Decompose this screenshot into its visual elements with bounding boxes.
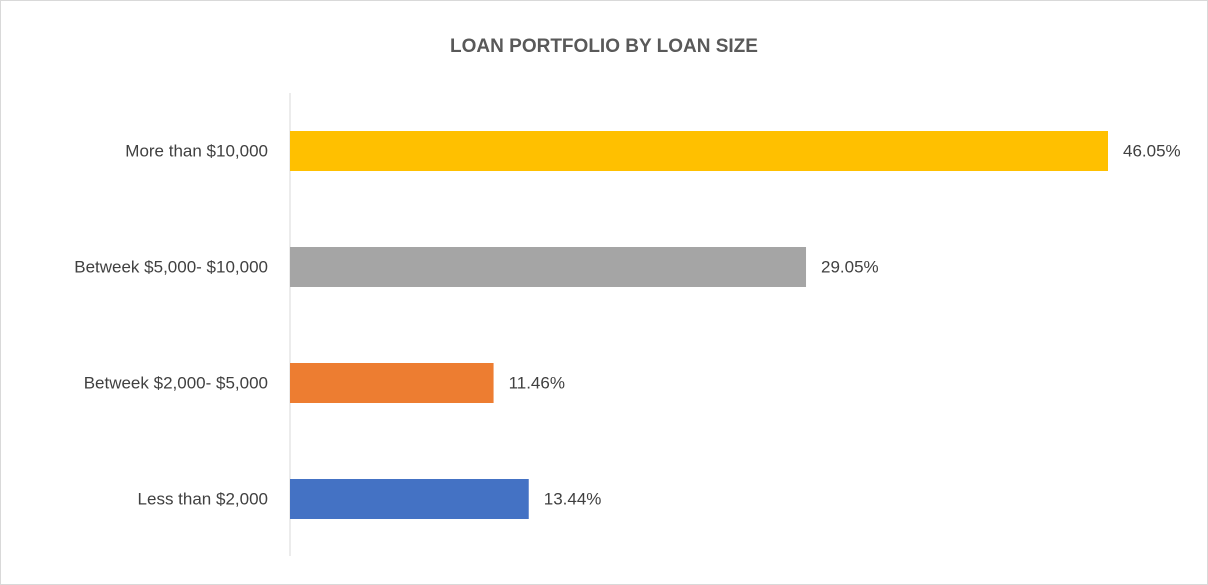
chart-title: LOAN PORTFOLIO BY LOAN SIZE [450,36,758,57]
bar [290,363,494,403]
bar [290,131,1108,171]
y-tick-label: More than $10,000 [125,141,268,160]
y-tick-label: Less than $2,000 [138,489,268,508]
data-label: 13.44% [544,489,602,508]
bar [290,479,529,519]
data-label: 46.05% [1123,141,1181,160]
bar [290,247,807,287]
data-label: 11.46% [509,373,565,392]
y-tick-label: Betweek $5,000- $10,000 [74,257,268,276]
data-label: 29.05% [821,257,879,276]
y-tick-label: Betweek $2,000- $5,000 [84,373,268,392]
